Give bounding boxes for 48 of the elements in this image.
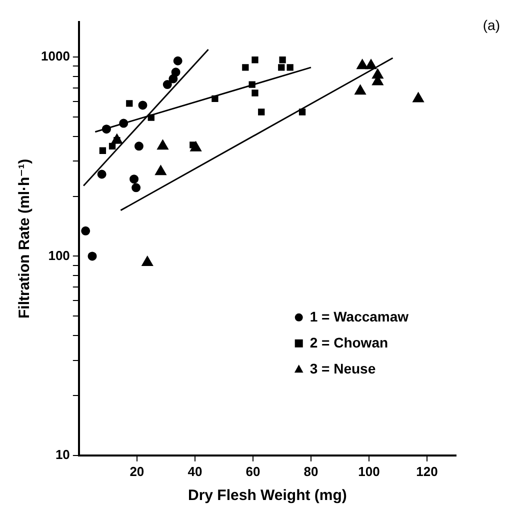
y-axis-title: Filtration Rate (ml·h⁻¹) <box>16 158 34 318</box>
y-tick-label: 10 <box>55 446 70 462</box>
point <box>365 59 377 70</box>
point <box>242 64 249 71</box>
point <box>130 174 139 184</box>
point <box>142 256 154 266</box>
point <box>155 165 166 176</box>
point <box>278 64 285 71</box>
point <box>171 68 180 77</box>
point <box>298 108 306 116</box>
point <box>132 183 141 192</box>
x-tick-label: 40 <box>188 464 202 479</box>
point <box>99 147 106 154</box>
x-tick-label: 120 <box>416 464 438 479</box>
x-tick-label: 20 <box>130 464 144 479</box>
point <box>81 226 90 236</box>
point <box>134 142 144 151</box>
y-tick-label: 100 <box>48 248 70 263</box>
point <box>286 64 294 71</box>
point <box>102 124 111 134</box>
x-tick-label: 80 <box>304 464 318 479</box>
point <box>258 108 265 116</box>
point <box>248 81 256 88</box>
point <box>412 92 424 102</box>
point <box>157 140 168 150</box>
point <box>119 118 128 128</box>
point <box>148 114 154 121</box>
point <box>162 80 172 90</box>
point <box>108 142 116 150</box>
point <box>126 100 133 107</box>
legend-label: 3 = Neuse <box>310 360 376 376</box>
text: (a) <box>482 16 500 33</box>
point <box>252 90 258 96</box>
legend-label: 1 = Waccamaw <box>310 308 409 324</box>
point <box>252 56 258 64</box>
point <box>212 95 218 102</box>
legend-label: 2 = Chowan <box>310 334 388 350</box>
point <box>356 59 368 70</box>
y-tick-label: 1000 <box>41 48 70 64</box>
point <box>279 56 286 64</box>
x-axis-title: Dry Flesh Weight (mg) <box>188 487 347 504</box>
point <box>88 252 97 261</box>
point <box>138 100 148 110</box>
point <box>354 84 366 95</box>
point <box>97 170 106 179</box>
point <box>173 56 182 66</box>
x-tick-label: 60 <box>246 464 260 479</box>
x-tick-label: 100 <box>358 464 380 479</box>
